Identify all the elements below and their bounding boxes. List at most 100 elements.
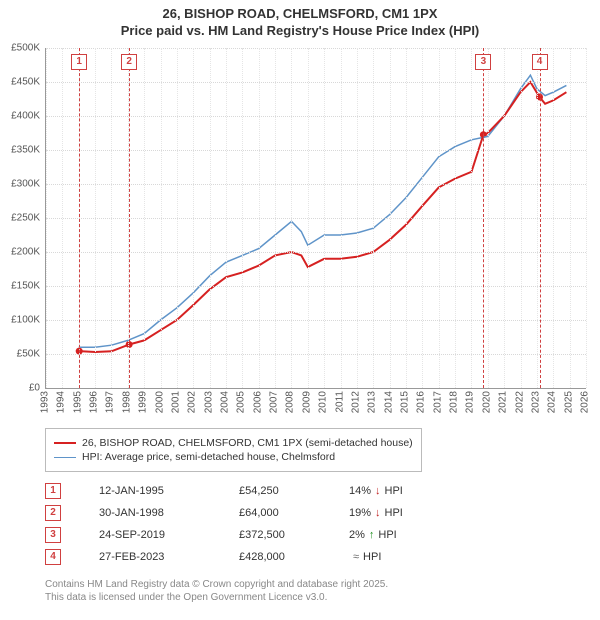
sale-marker-line bbox=[483, 48, 484, 388]
sale-number-box: 2 bbox=[45, 505, 61, 521]
grid-line-v bbox=[537, 48, 538, 388]
grid-line-v bbox=[471, 48, 472, 388]
chart-title: 26, BISHOP ROAD, CHELMSFORD, CM1 1PX Pri… bbox=[0, 0, 600, 40]
sale-diff-rel: HPI bbox=[385, 485, 403, 497]
sale-number-box: 3 bbox=[45, 527, 61, 543]
grid-line-v bbox=[521, 48, 522, 388]
sale-date: 27-FEB-2023 bbox=[99, 551, 239, 563]
grid-line-v bbox=[161, 48, 162, 388]
sale-diff-rel: HPI bbox=[363, 551, 381, 563]
sale-diff: 19%↓HPI bbox=[349, 507, 459, 519]
grid-line-v bbox=[193, 48, 194, 388]
sale-price: £372,500 bbox=[239, 529, 349, 541]
sale-diff-pct: 2% bbox=[349, 529, 365, 541]
sale-number-box: 4 bbox=[45, 549, 61, 565]
grid-line-v bbox=[373, 48, 374, 388]
footer-line2: This data is licensed under the Open Gov… bbox=[45, 591, 388, 604]
x-axis-label: 2019 bbox=[465, 391, 476, 413]
x-axis-label: 2018 bbox=[449, 391, 460, 413]
sales-table: 112-JAN-1995£54,25014%↓HPI230-JAN-1998£6… bbox=[45, 480, 459, 568]
x-axis-label: 2002 bbox=[187, 391, 198, 413]
sale-marker-line bbox=[79, 48, 80, 388]
grid-line-v bbox=[406, 48, 407, 388]
x-axis-label: 2014 bbox=[383, 391, 394, 413]
sale-row: 4 27-FEB-2023£428,000 ≈ HPI bbox=[45, 546, 459, 568]
sale-diff: ≈ HPI bbox=[349, 551, 459, 563]
x-axis-label: 2024 bbox=[547, 391, 558, 413]
sale-date: 12-JAN-1995 bbox=[99, 485, 239, 497]
x-axis-label: 2017 bbox=[432, 391, 443, 413]
y-axis-label: £50K bbox=[0, 349, 40, 360]
x-axis-label: 2010 bbox=[318, 391, 329, 413]
grid-line-v bbox=[242, 48, 243, 388]
x-axis-label: 1999 bbox=[138, 391, 149, 413]
sale-marker-line bbox=[540, 48, 541, 388]
y-axis-label: £100K bbox=[0, 315, 40, 326]
grid-line-v bbox=[439, 48, 440, 388]
sale-price: £64,000 bbox=[239, 507, 349, 519]
arrow-icon: ↓ bbox=[375, 507, 381, 519]
sale-marker-number: 3 bbox=[475, 54, 491, 70]
x-axis-label: 2016 bbox=[416, 391, 427, 413]
x-axis-label: 1996 bbox=[89, 391, 100, 413]
sale-marker-number: 2 bbox=[121, 54, 137, 70]
y-axis-label: £300K bbox=[0, 179, 40, 190]
sale-date: 24-SEP-2019 bbox=[99, 529, 239, 541]
y-axis-label: £200K bbox=[0, 247, 40, 258]
grid-line-v bbox=[226, 48, 227, 388]
x-axis-label: 2005 bbox=[236, 391, 247, 413]
title-line2: Price paid vs. HM Land Registry's House … bbox=[0, 23, 600, 40]
grid-line-v bbox=[259, 48, 260, 388]
y-axis-label: £0 bbox=[0, 383, 40, 394]
title-line1: 26, BISHOP ROAD, CHELMSFORD, CM1 1PX bbox=[0, 6, 600, 23]
x-axis-label: 2013 bbox=[367, 391, 378, 413]
plot-area: 1234 bbox=[45, 48, 586, 389]
grid-line-v bbox=[504, 48, 505, 388]
x-axis-label: 1998 bbox=[121, 391, 132, 413]
x-axis-label: 1995 bbox=[72, 391, 83, 413]
x-axis-label: 2006 bbox=[252, 391, 263, 413]
x-axis-label: 2026 bbox=[580, 391, 591, 413]
sale-marker-number: 1 bbox=[71, 54, 87, 70]
sale-date: 30-JAN-1998 bbox=[99, 507, 239, 519]
x-axis-label: 2003 bbox=[203, 391, 214, 413]
grid-line-v bbox=[324, 48, 325, 388]
x-axis-label: 2007 bbox=[269, 391, 280, 413]
x-axis-label: 2012 bbox=[350, 391, 361, 413]
x-axis-label: 2004 bbox=[220, 391, 231, 413]
y-axis-label: £350K bbox=[0, 145, 40, 156]
legend-item: 26, BISHOP ROAD, CHELMSFORD, CM1 1PX (se… bbox=[54, 437, 413, 449]
arrow-icon: ↓ bbox=[375, 485, 381, 497]
legend-swatch bbox=[54, 457, 76, 458]
arrow-icon: ≈ bbox=[353, 551, 359, 563]
footer-line1: Contains HM Land Registry data © Crown c… bbox=[45, 578, 388, 591]
sale-price: £54,250 bbox=[239, 485, 349, 497]
grid-line-v bbox=[390, 48, 391, 388]
x-axis-label: 2023 bbox=[530, 391, 541, 413]
x-axis-label: 1994 bbox=[56, 391, 67, 413]
grid-line-v bbox=[308, 48, 309, 388]
sale-row: 324-SEP-2019£372,5002%↑HPI bbox=[45, 524, 459, 546]
x-axis-label: 2011 bbox=[334, 391, 345, 413]
footer-attribution: Contains HM Land Registry data © Crown c… bbox=[45, 578, 388, 604]
sale-price: £428,000 bbox=[239, 551, 349, 563]
x-axis-label: 1993 bbox=[40, 391, 51, 413]
sale-diff: 14% ↓ HPI bbox=[349, 485, 459, 497]
chart: 1234 £0£50K£100K£150K£200K£250K£300K£350… bbox=[45, 48, 585, 388]
legend-label: HPI: Average price, semi-detached house,… bbox=[82, 451, 335, 463]
legend-label: 26, BISHOP ROAD, CHELMSFORD, CM1 1PX (se… bbox=[82, 437, 413, 449]
grid-line-v bbox=[341, 48, 342, 388]
y-axis-label: £450K bbox=[0, 77, 40, 88]
x-axis-label: 2001 bbox=[170, 391, 181, 413]
sale-diff-pct: 14% bbox=[349, 485, 371, 497]
y-axis-label: £400K bbox=[0, 111, 40, 122]
x-axis-label: 2000 bbox=[154, 391, 165, 413]
grid-line-v bbox=[488, 48, 489, 388]
y-axis-label: £250K bbox=[0, 213, 40, 224]
arrow-icon: ↑ bbox=[369, 529, 375, 541]
series-line bbox=[79, 82, 566, 352]
sale-row: 2 30-JAN-1998£64,00019%↓HPI bbox=[45, 502, 459, 524]
grid-line-v bbox=[455, 48, 456, 388]
x-axis-label: 2020 bbox=[481, 391, 492, 413]
y-axis-label: £150K bbox=[0, 281, 40, 292]
